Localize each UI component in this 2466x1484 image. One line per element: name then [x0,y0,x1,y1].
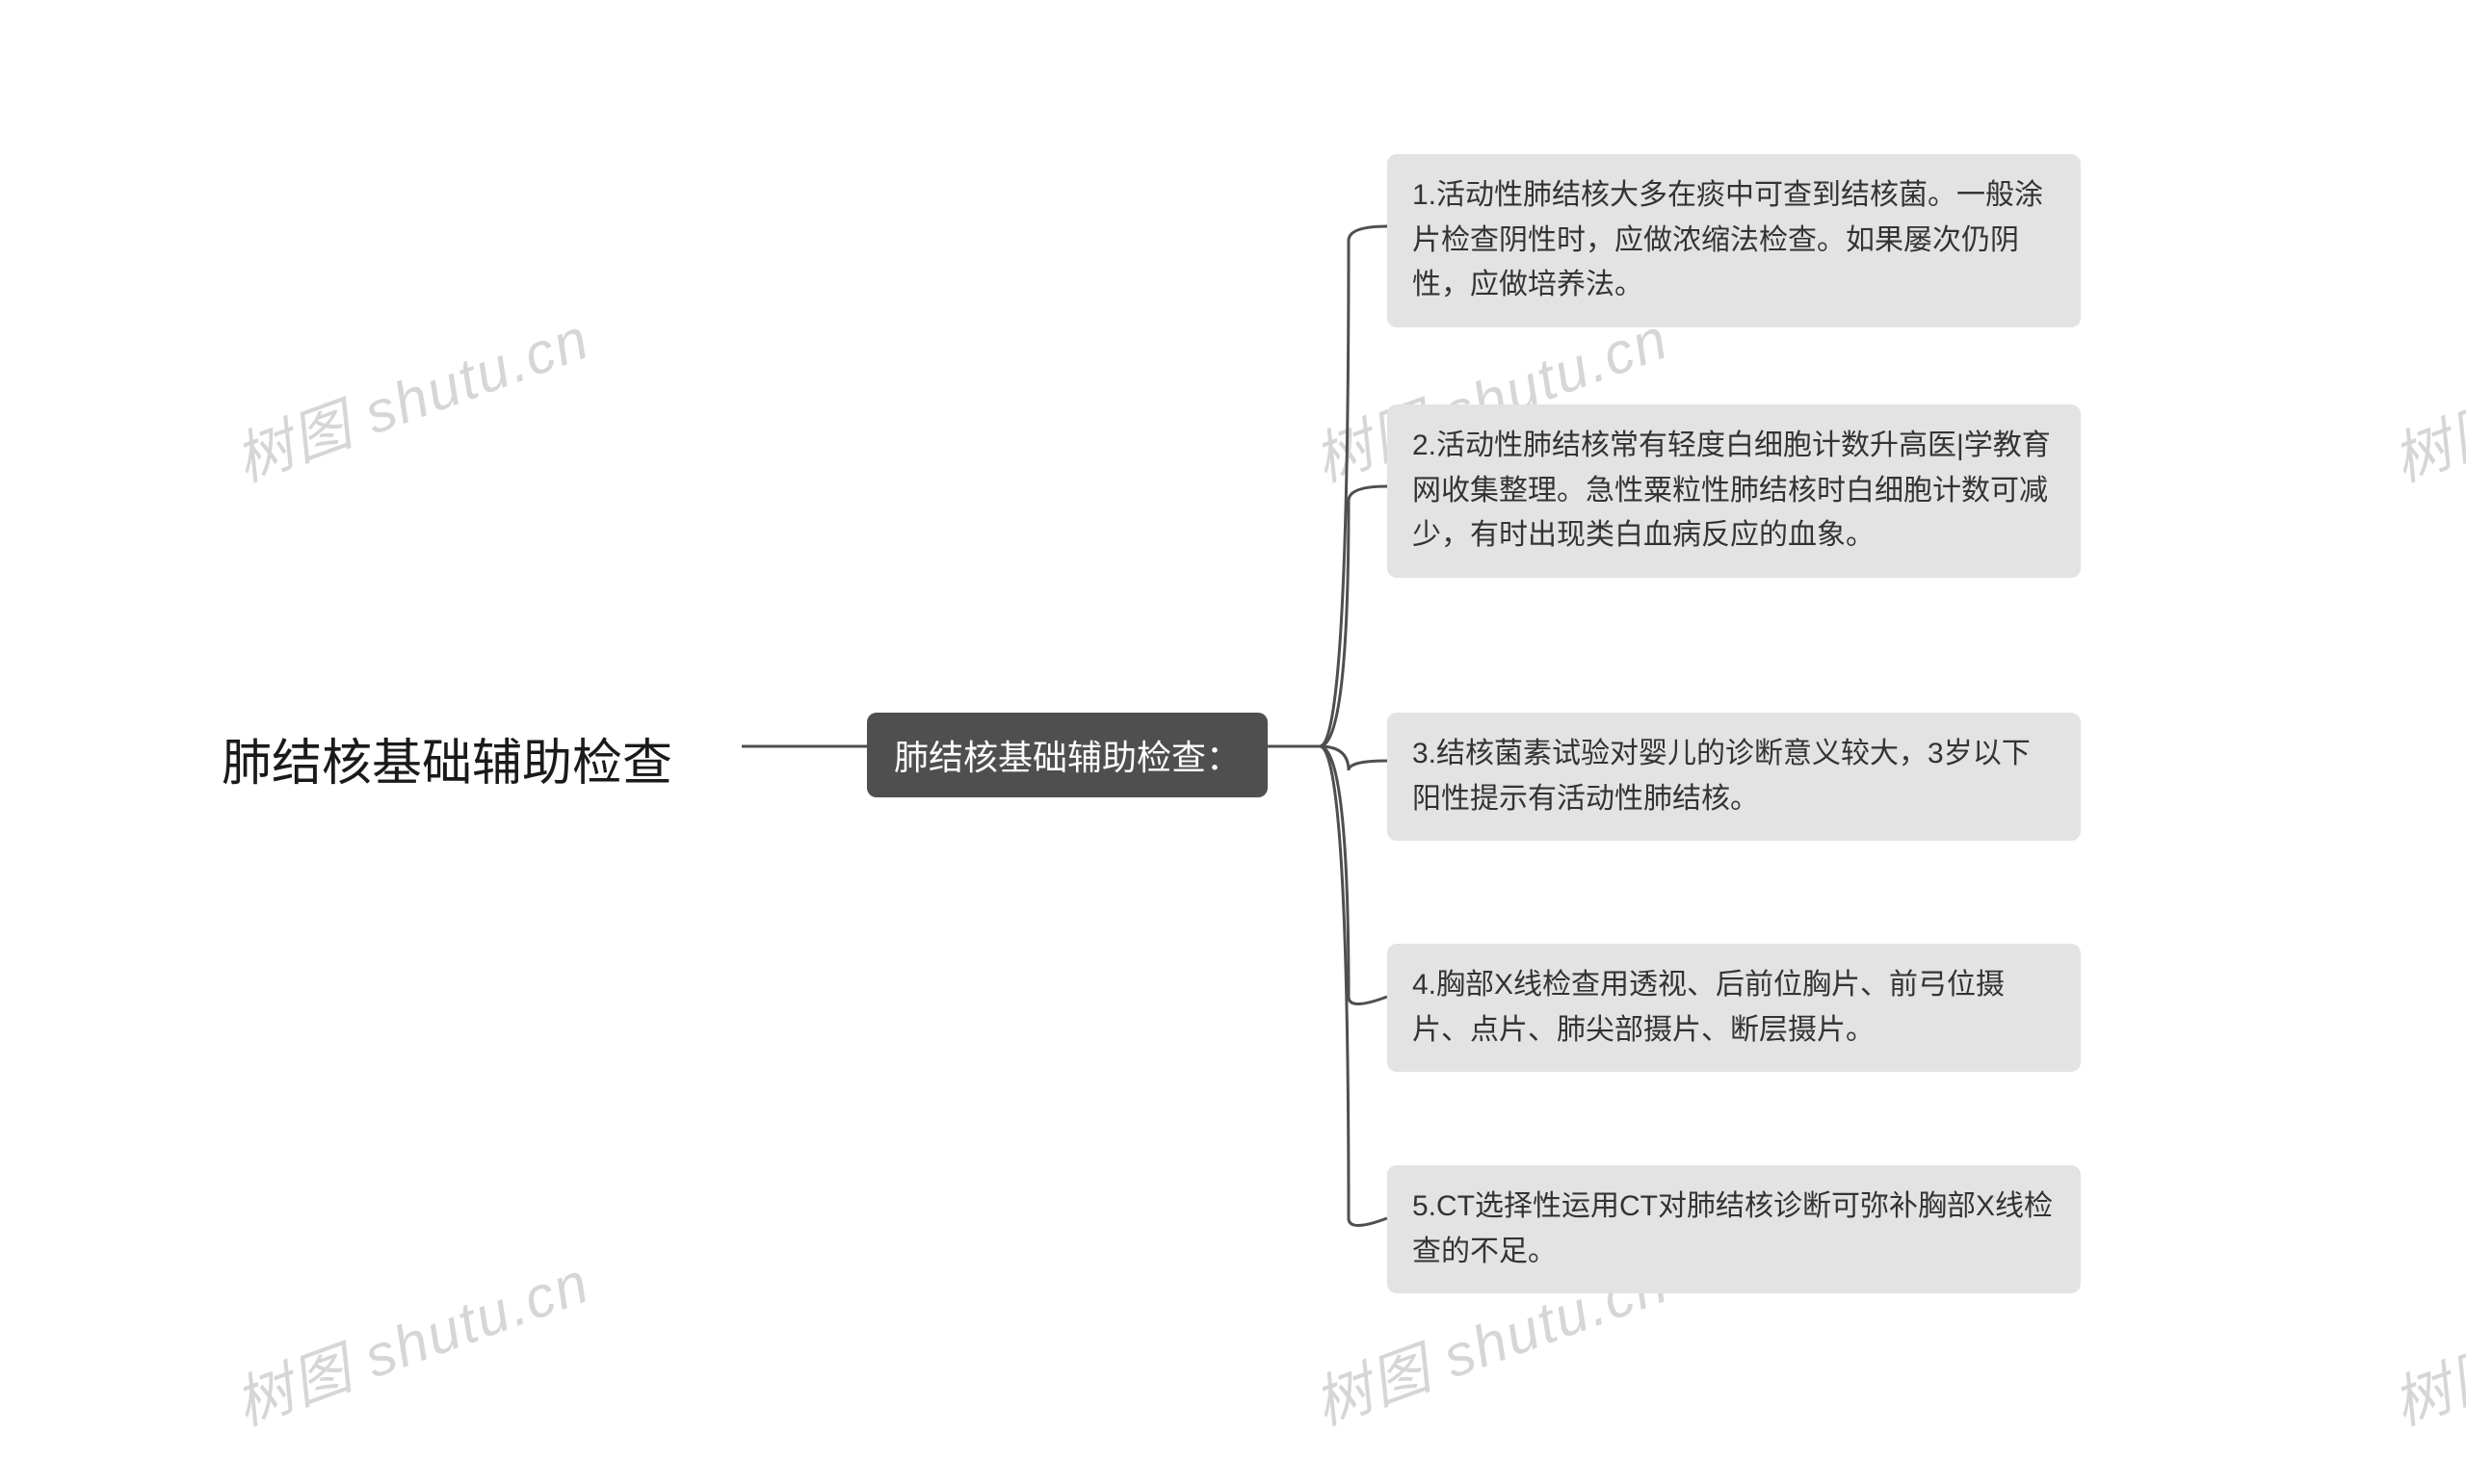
mindmap-leaf-label: 4.胸部X线检查用透视、后前位胸片、前弓位摄片、点片、肺尖部摄片、断层摄片。 [1412,969,2005,1046]
mindmap-root-label: 肺结核基础辅助检查 [222,736,672,792]
mindmap-leaf: 1.活动性肺结核大多在痰中可查到结核菌。一般涂片检查阴性时，应做浓缩法检查。如果… [1387,154,2081,327]
mindmap-mid: 肺结核基础辅助检查： [867,713,1268,797]
mindmap-leaf-label: 2.活动性肺结核常有轻度白细胞计数升高医|学教育网收集整理。急性粟粒性肺结核时白… [1412,430,2051,551]
mindmap-leaf: 5.CT选择性运用CT对肺结核诊断可弥补胸部X线检查的不足。 [1387,1165,2081,1293]
watermark: 树图 shutu.cn [222,1236,599,1442]
mindmap-root: 肺结核基础辅助检查 [202,713,692,804]
mindmap-leaf-label: 1.活动性肺结核大多在痰中可查到结核菌。一般涂片检查阴性时，应做浓缩法检查。如果… [1412,179,2043,300]
mindmap-leaf: 2.活动性肺结核常有轻度白细胞计数升高医|学教育网收集整理。急性粟粒性肺结核时白… [1387,404,2081,578]
watermark: 树图 shutu.cn [2379,1236,2466,1442]
mindmap-leaf-label: 3.结核菌素试验对婴儿的诊断意义较大，3岁以下阳性提示有活动性肺结核。 [1412,738,2031,815]
mindmap-leaf: 4.胸部X线检查用透视、后前位胸片、前弓位摄片、点片、肺尖部摄片、断层摄片。 [1387,944,2081,1072]
mindmap-leaf: 3.结核菌素试验对婴儿的诊断意义较大，3岁以下阳性提示有活动性肺结核。 [1387,713,2081,841]
mindmap-leaf-label: 5.CT选择性运用CT对肺结核诊断可弥补胸部X线检查的不足。 [1412,1190,2053,1267]
mindmap-mid-label: 肺结核基础辅助检查： [894,738,1241,777]
watermark: 树图 shutu.cn [222,292,599,498]
watermark: 树图 shutu.cn [2379,292,2466,498]
